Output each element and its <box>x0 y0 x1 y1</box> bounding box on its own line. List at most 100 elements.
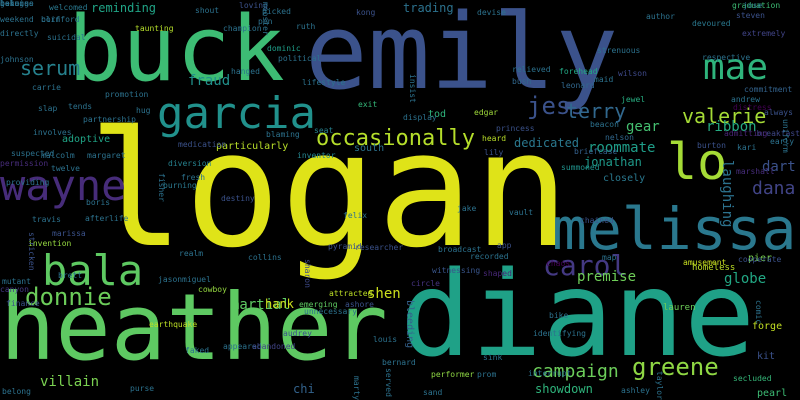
word-author: author <box>646 12 675 21</box>
word-born: born <box>41 15 61 24</box>
word-south: south <box>354 143 385 154</box>
word-secluded: secluded <box>733 374 772 383</box>
word-pen: pen <box>258 17 273 26</box>
word-burton: burton <box>697 141 726 150</box>
word-chaos: chaos <box>546 259 571 268</box>
word-jose: jose <box>743 1 763 10</box>
word-sink: sink <box>483 353 503 362</box>
word-villain: villain <box>40 374 100 390</box>
word-edgar: edgar <box>474 108 499 117</box>
word-sand: sand <box>423 388 443 397</box>
word-commitment: commitment <box>744 85 793 94</box>
word-blaming: blaming <box>266 130 300 139</box>
word-louis: louis <box>373 335 398 344</box>
word-medication: medication <box>178 140 227 149</box>
word-melissa: melissa <box>552 195 797 263</box>
word-comic: comic <box>754 300 763 325</box>
word-dart: dart <box>762 159 796 175</box>
word-hug: hug <box>136 106 151 115</box>
word-showdown: showdown <box>535 382 593 396</box>
word-lo: lo <box>667 133 728 191</box>
word-heard: heard <box>482 134 507 143</box>
word-seat: seat <box>314 126 334 135</box>
word-mae: mae <box>703 47 769 88</box>
word-ashley: ashley <box>621 386 650 395</box>
word-margaret: margaret <box>87 151 126 160</box>
word-reminding: reminding <box>91 1 157 15</box>
word-inventor: inventor <box>297 151 336 160</box>
word-loving: loving <box>239 1 268 10</box>
word-johnson: johnson <box>0 55 34 64</box>
word-jake: jake <box>457 204 477 213</box>
word-witnessing: witnessing <box>432 266 481 275</box>
word-marty: marty <box>352 375 361 400</box>
word-extremely: extremely <box>742 29 786 38</box>
word-cowboy: cowboy <box>198 285 227 294</box>
word-marissa: marissa <box>52 229 86 238</box>
word-collins: collins <box>248 253 282 262</box>
word-shen: shen <box>367 286 401 302</box>
word-served: served <box>384 368 393 397</box>
word-twelve: twelve <box>51 164 80 173</box>
word-felix: felix <box>343 211 368 220</box>
word-brett: brett <box>58 271 83 280</box>
word-insist: insist <box>408 74 417 103</box>
word-terry: terry <box>566 99 627 123</box>
word-carrie: carrie <box>32 83 61 92</box>
word-audrey: audrey <box>283 329 312 338</box>
word-taylor: taylor <box>655 371 664 400</box>
word-cooperate: cooperate <box>738 255 782 264</box>
word-jewel: jewel <box>621 95 646 104</box>
word-shaped: shaped <box>483 269 512 278</box>
word-mooster: mooster <box>261 2 270 36</box>
word-pier: pier <box>748 253 773 264</box>
word-briefcase: briefcase <box>574 147 618 156</box>
word-researcher: researcher <box>355 243 404 252</box>
word-admitting: admitting <box>724 129 768 138</box>
word-permission: permission <box>0 159 49 168</box>
word-always: always <box>764 108 793 117</box>
word-finance: finance <box>6 299 40 308</box>
word-miguel: miguel <box>182 275 211 284</box>
word-premise: premise <box>577 269 637 285</box>
word-greene: greene <box>632 353 719 381</box>
word-abandoned: abandoned <box>252 342 296 351</box>
word-partnership: partnership <box>83 115 136 124</box>
word-pearl: pearl <box>757 388 788 399</box>
word-dana: dana <box>752 178 796 199</box>
word-suicidal: suicidal <box>47 33 86 42</box>
word-devise: devise <box>477 8 506 17</box>
word-bush: bush <box>512 77 532 86</box>
word-diane: diane <box>400 245 756 383</box>
word-lifestyle: lifestyle <box>302 78 346 87</box>
word-serum: serum <box>20 56 81 80</box>
word-buck: buck <box>68 0 285 102</box>
word-kari: kari <box>737 143 757 152</box>
word-recorded: recorded <box>470 252 509 261</box>
word-belong: belong <box>2 387 31 396</box>
word-homeless: homeless <box>692 263 736 273</box>
word-graduation: graduation <box>732 1 781 10</box>
word-steven: steven <box>736 11 765 20</box>
word-boris: boris <box>86 198 111 207</box>
word-forehead: forehead <box>559 67 598 76</box>
word-gear: gear <box>626 119 660 135</box>
word-identifying: identifying <box>533 329 586 338</box>
word-chi: chi <box>293 382 315 396</box>
word-princess: princess <box>496 124 535 133</box>
word-trading: trading <box>403 1 454 15</box>
word-jason: jason <box>158 275 183 284</box>
word-summoned: summoned <box>561 163 600 172</box>
word-realm: realm <box>179 249 204 258</box>
word-appeared: appeared <box>223 342 262 351</box>
word-clifford: clifford <box>41 15 80 24</box>
word-broadcast: broadcast <box>438 245 482 254</box>
word-leonard: leonard <box>561 81 595 90</box>
word-ruth: ruth <box>296 22 316 31</box>
word-carol: carol <box>543 249 628 282</box>
word-laughing: laughing <box>719 160 735 228</box>
word-nelson: nelson <box>605 133 634 142</box>
word-chained: chained <box>580 216 614 225</box>
word-andrew: andrew <box>731 95 760 104</box>
word-faked: faked <box>185 346 210 355</box>
